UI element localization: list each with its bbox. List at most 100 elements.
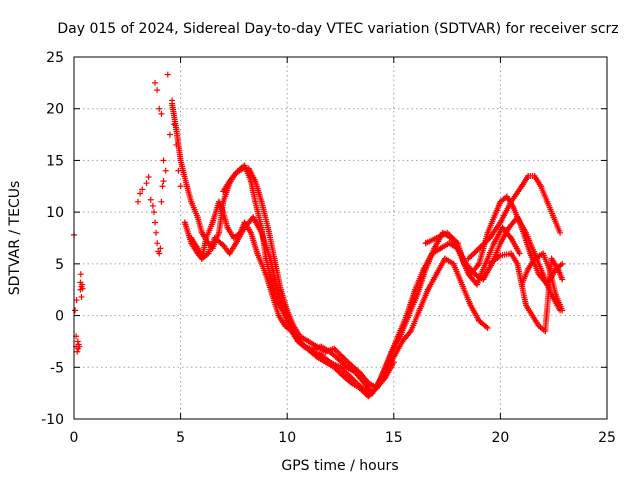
data-point: [420, 266, 427, 273]
data-point: [559, 307, 566, 314]
data-point: [73, 297, 80, 304]
series-sat-J: [518, 250, 566, 314]
x-tick-label: 10: [278, 430, 296, 446]
data-point: [198, 255, 205, 262]
data-point: [314, 343, 321, 350]
x-tick-label: 25: [598, 430, 616, 446]
data-point: [529, 312, 536, 319]
data-point: [162, 167, 169, 174]
data-point: [157, 245, 164, 252]
data-point: [476, 260, 483, 267]
data-point: [550, 214, 557, 221]
data-point: [331, 345, 338, 352]
data-point: [159, 183, 166, 190]
data-point: [169, 100, 176, 107]
y-tick-label: 0: [55, 309, 64, 325]
data-point: [542, 328, 549, 335]
data-point: [247, 229, 254, 236]
data-point: [484, 229, 491, 236]
data-point: [220, 242, 227, 249]
data-point: [537, 183, 544, 190]
data-point: [467, 271, 474, 278]
data-point: [540, 250, 547, 257]
plot-frame: [73, 56, 608, 420]
data-point: [301, 343, 308, 350]
data-point: [444, 229, 451, 236]
data-point: [77, 271, 84, 278]
data-point: [407, 328, 414, 335]
data-point: [233, 169, 240, 176]
data-point: [518, 281, 525, 288]
data-point: [79, 285, 86, 292]
data-point: [535, 322, 542, 329]
y-tick-label: 20: [46, 102, 64, 118]
data-point: [177, 157, 184, 164]
data-point: [552, 291, 559, 298]
x-tick-labels: 0 5 10 15 20 25: [70, 430, 616, 446]
data-point: [348, 379, 355, 386]
data-point: [365, 379, 372, 386]
data-point: [499, 224, 506, 231]
data-point: [226, 250, 233, 257]
data-point: [382, 374, 389, 381]
data-point: [508, 235, 515, 241]
data-point: [265, 224, 272, 231]
data-point: [503, 193, 510, 200]
data-point: [262, 271, 269, 278]
y-axis-label: SDTVAR / TECUs: [7, 181, 23, 296]
data-point: [493, 209, 500, 216]
data-point: [145, 173, 152, 180]
data-point: [531, 172, 538, 179]
data-point: [412, 286, 419, 293]
data-point: [416, 307, 423, 314]
data-point: [72, 307, 79, 314]
data-point: [245, 165, 252, 172]
data-point: [373, 384, 380, 391]
data-point: [220, 209, 227, 216]
data-point: [277, 286, 284, 293]
data-point: [134, 198, 141, 205]
data-point: [476, 317, 483, 324]
data-point: [486, 235, 493, 241]
y-tick-label: 10: [46, 205, 64, 221]
data-point: [535, 271, 542, 278]
data-point: [296, 333, 303, 340]
series-sat-F: [220, 164, 397, 391]
data-point: [188, 235, 195, 241]
data-point: [548, 255, 555, 262]
data-point: [450, 260, 457, 267]
data-point: [284, 317, 291, 324]
data-point: [356, 369, 363, 376]
data-point: [326, 359, 333, 366]
data-point: [309, 346, 316, 353]
data-point: [158, 110, 165, 117]
data-point: [250, 214, 257, 221]
data-point: [158, 198, 165, 205]
data-point: [275, 312, 282, 319]
data-point: [220, 188, 227, 195]
data-point: [348, 374, 355, 381]
data-point: [446, 240, 453, 247]
data-point: [516, 250, 523, 257]
data-point: [183, 183, 190, 190]
data-point: [318, 351, 325, 358]
data-point: [203, 235, 210, 241]
data-point: [467, 302, 474, 309]
data-point: [153, 229, 160, 236]
data-point: [554, 266, 561, 273]
data-point: [152, 219, 159, 226]
data-point: [497, 219, 504, 226]
data-point: [137, 190, 144, 197]
data-point: [337, 364, 344, 371]
data-point: [284, 307, 291, 314]
chart-title: Day 015 of 2024, Sidereal Day-to-day VTE…: [57, 21, 618, 37]
data-point: [194, 214, 201, 221]
data-point: [557, 229, 564, 236]
data-point: [209, 219, 216, 226]
data-point: [497, 198, 504, 205]
data-marks: [71, 71, 566, 400]
data-point: [241, 224, 248, 231]
data-point: [258, 198, 265, 205]
data-point: [143, 180, 150, 187]
